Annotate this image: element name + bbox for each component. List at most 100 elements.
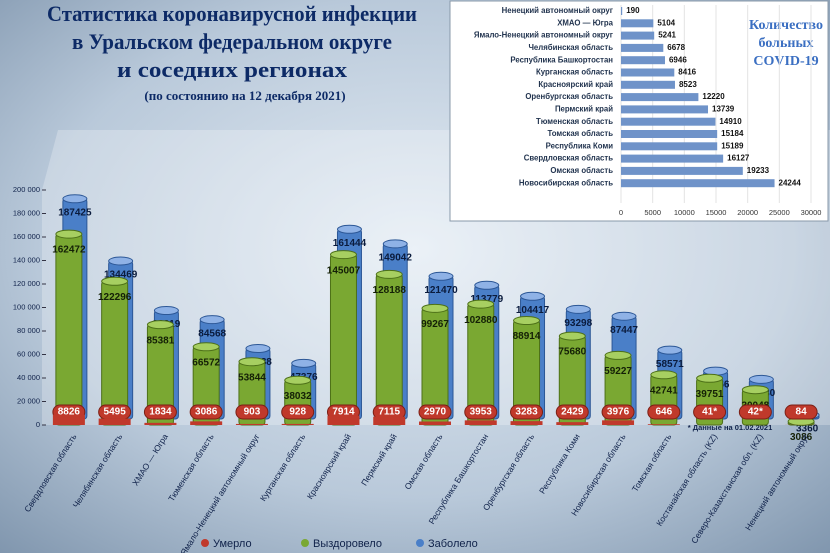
value-label: 41*: [702, 407, 717, 418]
y-tick-label: 100 000: [13, 302, 40, 311]
value-label: 66572: [192, 357, 220, 368]
y-tick-label: 80 000: [17, 326, 40, 335]
bar-top: [101, 276, 129, 286]
title-line: в Уральском федеральном округе: [72, 29, 392, 54]
y-tick-label: Красноярский край: [538, 80, 613, 89]
bar-died: [647, 424, 680, 425]
bar-died: [556, 422, 589, 425]
label-badge: [235, 404, 269, 420]
value-label: 88914: [513, 331, 541, 342]
inset-title: больных: [759, 36, 814, 51]
value-label: 42741: [650, 385, 678, 396]
value-label: 187425: [58, 207, 92, 218]
legend-marker: [201, 539, 209, 547]
value-label: 19233: [747, 166, 770, 175]
bar: [621, 142, 718, 151]
bar-top: [650, 370, 678, 380]
value-label: 134469: [104, 270, 138, 281]
bar-top: [329, 250, 357, 260]
y-tick-label: Оренбургская область: [525, 92, 613, 101]
bar-top: [245, 344, 271, 354]
value-label: 113779: [470, 294, 503, 305]
value-label: 8416: [678, 68, 696, 77]
value-label: 38032: [284, 391, 312, 402]
value-label: 2970: [424, 407, 447, 418]
y-tick-label: Свердловская область: [524, 154, 614, 163]
value-label: 5495: [104, 407, 127, 418]
bar-recovered: [375, 273, 403, 426]
x-tick-label: 20000: [737, 208, 758, 217]
y-tick-label: Тюменская область: [536, 117, 613, 126]
bar-top: [520, 291, 546, 301]
value-label: 145007: [327, 265, 361, 276]
label-badge: [693, 404, 727, 420]
y-tick-label: 0: [36, 420, 40, 429]
x-tick-label: 15000: [706, 208, 727, 217]
value-label: 3086: [195, 407, 218, 418]
legend-marker: [301, 539, 309, 547]
value-label: 13739: [712, 105, 735, 114]
value-label: 1834: [149, 407, 172, 418]
y-tick-label: Республика Башкортостан: [510, 55, 613, 64]
legend-marker: [416, 539, 424, 547]
y-tick-label: Омская область: [550, 166, 613, 175]
value-label: 104417: [516, 305, 550, 316]
bar-died: [510, 421, 543, 425]
value-label: 6946: [669, 55, 687, 64]
title-line: и соседних регионах: [117, 57, 347, 82]
y-tick-label: Новосибирская область: [519, 178, 613, 187]
bar-recovered: [55, 233, 83, 426]
value-label: 14910: [719, 117, 742, 126]
bar-died: [419, 421, 451, 425]
value-label: 58571: [656, 359, 684, 370]
value-label: 12220: [702, 92, 725, 101]
value-label: 3976: [607, 407, 630, 418]
legend-label: Умерло: [213, 538, 252, 550]
bar: [621, 130, 718, 138]
bar: [621, 179, 775, 188]
x-tick-label: 25000: [769, 208, 790, 217]
bar: [621, 31, 655, 40]
bar-top: [467, 299, 495, 309]
bar-top: [108, 256, 134, 266]
label-badge: [143, 404, 177, 420]
bar: [621, 7, 623, 15]
label-badge: [738, 404, 772, 420]
bar-died: [602, 420, 635, 425]
y-tick-label: 20 000: [17, 396, 40, 405]
y-tick-label: 180 000: [13, 208, 40, 217]
y-tick-label: Ямало-Ненецкий автономный округ: [474, 31, 614, 40]
bar-top: [421, 303, 449, 313]
value-label: 39751: [696, 389, 724, 400]
title-line: Статистика коронавирусной инфекции: [47, 1, 417, 26]
value-label: 903: [244, 407, 261, 418]
label-badge: [281, 404, 315, 420]
value-label: 85381: [147, 335, 175, 346]
value-label: 75680: [558, 347, 586, 358]
x-tick-label: 10000: [674, 208, 695, 217]
bar-top: [611, 311, 637, 321]
value-label: 162472: [52, 245, 86, 256]
bar-top: [382, 239, 408, 249]
value-label: 42*: [748, 407, 763, 418]
y-tick-label: 200 000: [13, 185, 40, 194]
bar-top: [657, 345, 683, 355]
bar: [621, 166, 743, 175]
value-label: 16127: [727, 154, 750, 163]
value-label: 84568: [198, 328, 226, 339]
y-tick-label: Ненецкий автономный округ: [502, 6, 614, 15]
y-tick-label: Челябинская область: [528, 43, 613, 52]
value-label: 3953: [470, 407, 493, 418]
inset-title: COVID-19: [753, 54, 818, 69]
y-tick-label: 60 000: [17, 349, 40, 358]
y-tick-label: Республика Коми: [546, 141, 614, 150]
value-label: 2429: [561, 407, 584, 418]
y-tick-label: 40 000: [17, 373, 40, 382]
label-badge: [647, 404, 681, 420]
annotation: * Данные на 01.02.2021: [688, 423, 773, 432]
y-tick-label: ХМАО — Югра: [557, 18, 613, 27]
bar-top: [696, 373, 724, 383]
bar-died: [464, 420, 497, 425]
label-badge: [418, 404, 452, 420]
